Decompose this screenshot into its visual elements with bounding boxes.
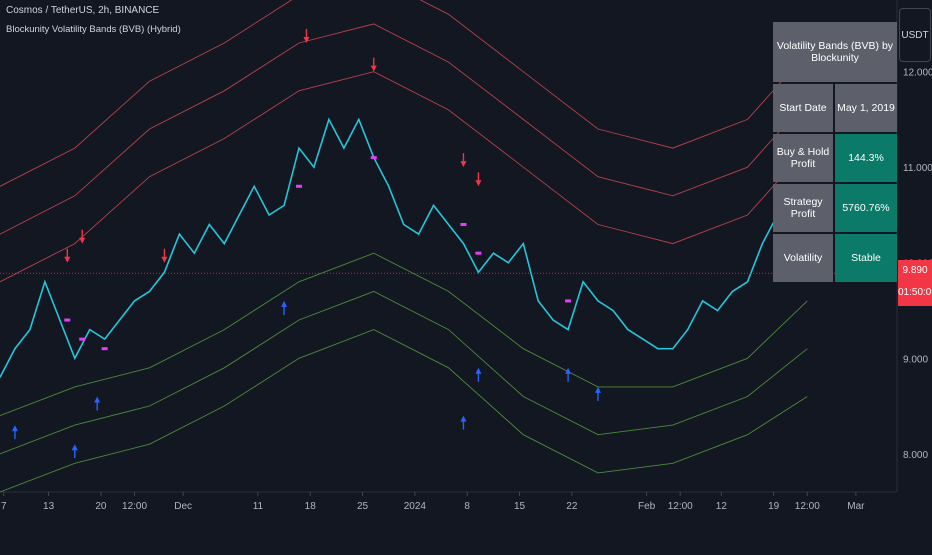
signal-marker — [79, 337, 86, 341]
time-tick-label: 15 — [514, 501, 526, 512]
sell-arrow-head — [460, 161, 467, 168]
sell-signal-arrow — [64, 248, 71, 263]
sell-arrow-head — [370, 65, 377, 72]
indicator-title[interactable]: Blockunity Volatility Bands (BVB) (Hybri… — [6, 24, 181, 35]
stats-row-volatility: Volatility Stable — [773, 234, 897, 282]
time-tick-label: 13 — [43, 501, 55, 512]
buy-signal-arrow — [281, 300, 288, 315]
sell-arrow-head — [161, 256, 168, 263]
buy-signal-arrow — [595, 386, 601, 401]
stats-label: Strategy Profit — [773, 184, 833, 232]
time-tick-label: 7 — [1, 501, 7, 512]
signal-marker — [370, 156, 377, 160]
signal-marker — [565, 299, 572, 303]
time-tick-label: 12 — [716, 501, 728, 512]
signals-layer — [11, 28, 601, 459]
time-tick-label: Feb — [638, 501, 656, 512]
stats-label: Volatility — [773, 234, 833, 282]
time-tick-label: 12:00 — [668, 501, 693, 512]
buy-arrow-head — [281, 300, 288, 307]
bar-countdown: 01:50:09 — [898, 287, 932, 299]
buy-arrow-head — [565, 367, 572, 374]
price-tick-label: 8.000 — [903, 450, 928, 461]
buy-arrow-head — [595, 386, 601, 393]
sell-signal-arrow — [79, 229, 86, 244]
bands-layer — [0, 0, 808, 493]
stats-value: May 1, 2019 — [835, 84, 897, 132]
sell-arrow-head — [303, 36, 310, 43]
price-tick-label: 9.000 — [903, 354, 928, 365]
buy-arrow-head — [94, 396, 101, 403]
time-tick-label: 19 — [768, 501, 780, 512]
buy-arrow-head — [460, 415, 467, 422]
stats-row-strategy-profit: Strategy Profit 5760.76% — [773, 184, 897, 232]
symbol-title[interactable]: Cosmos / TetherUS, 2h, BINANCE — [6, 5, 160, 16]
upper-band-line — [0, 71, 808, 283]
time-tick-label: 18 — [305, 501, 317, 512]
time-tick-label: 20 — [95, 501, 107, 512]
stats-value: Stable — [835, 234, 897, 282]
currency-unit-button[interactable]: USDT — [899, 8, 931, 62]
lower-band-line — [0, 290, 808, 455]
buy-signal-arrow — [475, 367, 482, 382]
stats-table: Volatility Bands (BVB) by Blockunity Sta… — [771, 20, 899, 284]
buy-arrow-head — [71, 444, 78, 451]
time-tick-label: 12:00 — [795, 501, 820, 512]
time-axis[interactable]: 7 13 20 12:00 Dec 11 18 25 2024 8 15 22 Feb 12:00 12 19… — [1, 492, 865, 512]
buy-arrow-head — [475, 367, 482, 374]
signal-marker — [101, 347, 108, 351]
sell-arrow-head — [79, 237, 86, 244]
sell-signal-arrow — [370, 57, 377, 72]
sell-arrow-head — [64, 256, 71, 263]
close-price-line — [0, 117, 808, 378]
lower-band-line — [0, 329, 808, 493]
sell-signal-arrow — [460, 153, 467, 168]
stats-row-buy-hold: Buy & Hold Profit 144.3% — [773, 134, 897, 182]
buy-signal-arrow — [71, 444, 78, 459]
signal-marker — [64, 318, 71, 322]
stats-value: 5760.76% — [835, 184, 897, 232]
buy-signal-arrow — [94, 396, 101, 411]
buy-signal-arrow — [460, 415, 467, 430]
price-tick-label: 12.000 — [903, 68, 932, 79]
buy-arrow-head — [11, 425, 18, 432]
time-tick-label: 12:00 — [122, 501, 147, 512]
signal-marker — [460, 223, 467, 227]
time-tick-label: 11 — [253, 501, 264, 512]
signal-marker — [475, 251, 482, 255]
sell-signal-arrow — [475, 172, 482, 187]
upper-band-line — [0, 0, 808, 187]
buy-signal-arrow — [565, 367, 572, 382]
price-layer — [0, 117, 808, 378]
stats-table-title: Volatility Bands (BVB) by Blockunity — [773, 22, 897, 82]
current-price-tag: 9.890 01:50:09 — [898, 260, 932, 307]
buy-signal-arrow — [11, 425, 18, 440]
sell-signal-arrow — [161, 248, 168, 263]
time-tick-label: 2024 — [404, 501, 427, 512]
sell-signal-arrow — [303, 28, 310, 43]
stats-label: Start Date — [773, 84, 833, 132]
stats-value: 144.3% — [835, 134, 897, 182]
stats-row-start-date: Start Date May 1, 2019 — [773, 84, 897, 132]
current-price-value: 9.890 — [902, 265, 928, 277]
time-tick-label: 8 — [464, 501, 470, 512]
time-tick-label: Dec — [174, 501, 192, 512]
sell-arrow-head — [475, 180, 482, 187]
lower-band-line — [0, 252, 808, 417]
time-tick-label: Mar — [847, 501, 865, 512]
time-tick-label: 25 — [357, 501, 369, 512]
signal-marker — [296, 184, 302, 188]
upper-band-line — [0, 23, 808, 235]
stats-label: Buy & Hold Profit — [773, 134, 833, 182]
time-tick-label: 22 — [566, 501, 578, 512]
price-tick-label: 11.000 — [903, 163, 932, 174]
